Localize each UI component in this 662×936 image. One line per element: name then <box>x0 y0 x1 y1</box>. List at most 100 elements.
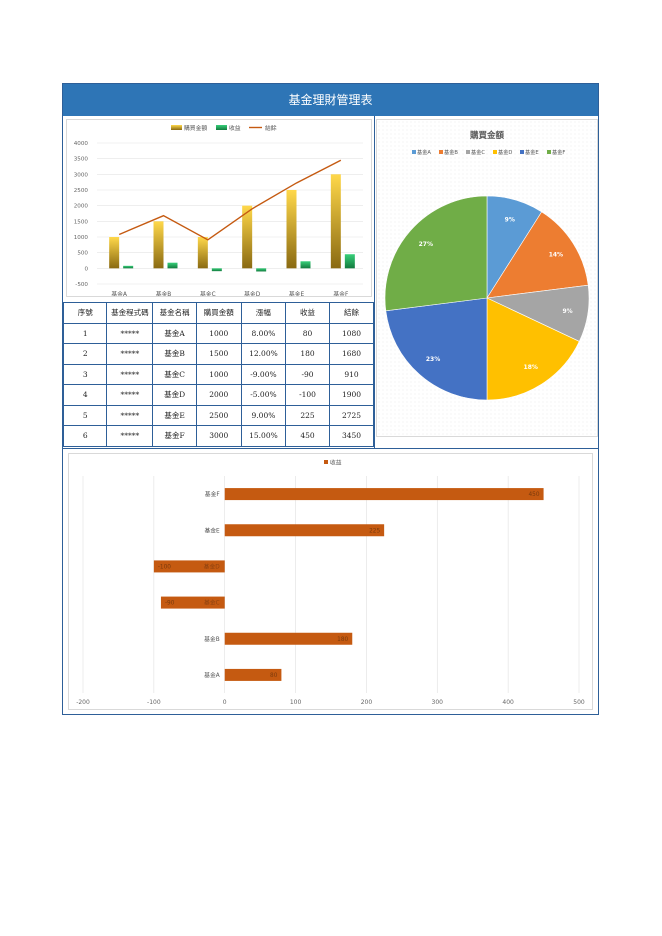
legend-profit: 收益 <box>229 124 241 132</box>
x-tick-label: -200 <box>76 699 90 706</box>
cell-index: 6 <box>62 425 108 447</box>
pie-legend-label: 基金E <box>525 148 539 156</box>
pie-slice <box>486 211 589 299</box>
y-category-label: 基金C <box>204 599 220 607</box>
legend-swatch-profit <box>216 125 227 130</box>
fund-management-sheet: 基金理財管理表 4000 3500 3000 2500 2000 1500 1000 500 0… <box>62 83 599 715</box>
x-tick-label: -100 <box>147 699 161 706</box>
y-category-label: 基金E <box>204 526 220 534</box>
profit-bar <box>123 265 134 269</box>
x-tick-label: 500 <box>573 699 585 706</box>
cell-purchase: 2000 <box>195 384 242 406</box>
cell-index: 3 <box>62 363 108 385</box>
header-code: 基金程式碼 <box>106 302 154 324</box>
pie-legend-swatch <box>493 150 497 154</box>
cell-profit: 450 <box>285 425 330 447</box>
cell-code: ***** <box>106 404 154 426</box>
header-name: 基金名稱 <box>152 302 197 324</box>
x-category-label: 基金E <box>289 290 305 296</box>
x-category-label: 基金A <box>111 290 127 296</box>
x-tick-label: 300 <box>432 699 444 706</box>
table-header-row: 序號 基金程式碼 基金名稱 購買金額 漲幅 收益 結餘 <box>62 302 375 324</box>
table-row: 3 ***** 基金C 1000 -9.00% -90 910 <box>62 363 375 385</box>
cell-index: 2 <box>62 343 108 365</box>
pie-legend-swatch <box>520 150 524 154</box>
cell-balance: 3450 <box>328 425 375 447</box>
cell-change: 9.00% <box>240 404 287 426</box>
pie-legend-label: 基金A <box>417 148 431 156</box>
pie-slice <box>384 195 488 312</box>
purchase-bar <box>286 190 297 269</box>
profit-bar <box>344 254 355 269</box>
profit-bar <box>256 268 267 272</box>
cell-purchase: 3000 <box>195 425 242 447</box>
table-row: 6 ***** 基金F 3000 15.00% 450 3450 <box>62 425 375 447</box>
purchase-bar <box>197 237 208 269</box>
pie-legend-label: 基金F <box>552 148 565 156</box>
y-tick-label: 4000 <box>74 141 89 147</box>
header-index: 序號 <box>62 302 108 324</box>
pie-data-label: 9% <box>505 217 515 224</box>
header-change: 漲幅 <box>240 302 287 324</box>
cell-balance: 2725 <box>328 404 375 426</box>
cell-balance: 1680 <box>328 343 375 365</box>
legend-swatch-purchase <box>171 125 182 130</box>
cell-balance: 1080 <box>328 322 375 344</box>
fund-table: 序號 基金程式碼 基金名稱 購買金額 漲幅 收益 結餘 1 ***** 基金A … <box>62 302 375 447</box>
profit-bar <box>224 632 353 645</box>
cell-name: 基金C <box>152 363 197 385</box>
legend-label: 收益 <box>330 459 342 467</box>
cell-profit: -90 <box>285 363 330 385</box>
cell-purchase: 1000 <box>195 322 242 344</box>
x-tick-label: 400 <box>502 699 514 706</box>
table-row: 4 ***** 基金D 2000 -5.00% -100 1900 <box>62 384 375 406</box>
pie-title: 購買金額 <box>469 130 505 141</box>
cell-profit: -100 <box>285 384 330 406</box>
y-tick-label: 1500 <box>74 219 89 225</box>
legend-balance: 結餘 <box>265 124 277 132</box>
x-tick-label: 0 <box>223 699 227 706</box>
cell-profit: 80 <box>285 322 330 344</box>
y-category-label: 基金F <box>205 490 220 498</box>
y-tick-label: 3500 <box>74 157 89 163</box>
y-tick-label: 2500 <box>74 188 89 194</box>
combo-chart-panel[interactable]: 4000 3500 3000 2500 2000 1500 1000 500 0 -500 基金A 基… <box>66 119 372 298</box>
pie-legend-swatch <box>412 150 416 154</box>
cell-purchase: 1000 <box>195 363 242 385</box>
pie-chart-panel[interactable]: 購買金額 基金A 基金B 基金C 基金D 基金E 基金F 9% 14% 9% 18% 23% 27% <box>376 119 598 437</box>
pie-legend-swatch <box>547 150 551 154</box>
cell-index: 4 <box>62 384 108 406</box>
profit-bar <box>160 596 225 609</box>
pie-legend-swatch <box>439 150 443 154</box>
cell-code: ***** <box>106 363 154 385</box>
x-tick-label: 100 <box>290 699 302 706</box>
profit-bar <box>224 488 544 501</box>
table-row: 2 ***** 基金B 1500 12.00% 180 1680 <box>62 343 375 365</box>
table-row: 1 ***** 基金A 1000 8.00% 80 1080 <box>62 322 375 344</box>
bar-value-label: 80 <box>270 673 278 679</box>
cell-name: 基金E <box>152 404 197 426</box>
balance-line <box>118 159 342 241</box>
cell-purchase: 2500 <box>195 404 242 426</box>
y-tick-label: 3000 <box>74 172 89 178</box>
profit-bar <box>211 268 222 272</box>
header-profit: 收益 <box>285 302 330 324</box>
profit-bar-chart-panel[interactable]: -200 -100 0 100 200 300 400 500 基金F 450 基金E 225 基金D -… <box>68 453 593 710</box>
cell-profit: 225 <box>285 404 330 426</box>
cell-change: 15.00% <box>240 425 287 447</box>
cell-balance: 1900 <box>328 384 375 406</box>
pie-legend-label: 基金C <box>471 148 485 156</box>
pie-slice <box>385 297 488 401</box>
y-tick-label: 2000 <box>74 204 89 210</box>
cell-index: 1 <box>62 322 108 344</box>
cell-purchase: 1500 <box>195 343 242 365</box>
cell-name: 基金B <box>152 343 197 365</box>
purchase-bar <box>330 174 341 269</box>
pie-data-label: 14% <box>549 251 563 258</box>
pie-legend-label: 基金B <box>444 148 458 156</box>
bar-value-label: 180 <box>337 637 348 643</box>
cell-change: 8.00% <box>240 322 287 344</box>
pie-data-label: 9% <box>563 308 573 315</box>
header-purchase: 購買金額 <box>195 302 242 324</box>
bar-value-label: -100 <box>158 564 171 570</box>
